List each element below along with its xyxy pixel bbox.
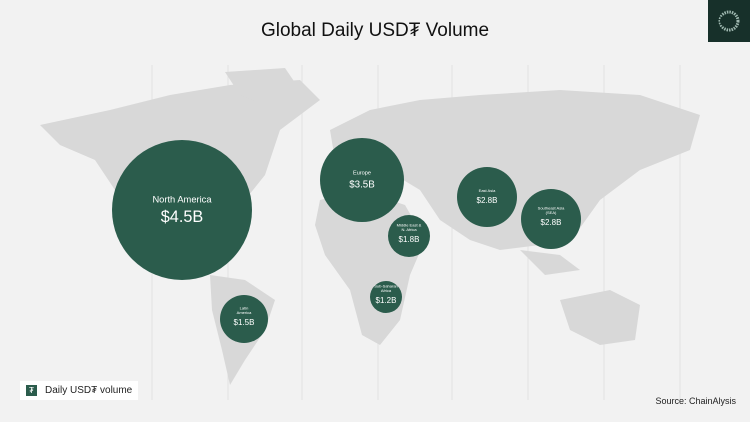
bubble-region-label: East Asia: [479, 188, 496, 193]
bubble-north-america: [112, 140, 252, 280]
bubble-value-label: $1.2B: [376, 296, 397, 305]
bubble-value-label: $2.8B: [541, 218, 562, 227]
bubble-latin-america: [220, 295, 268, 343]
bubble-middle-east-n-africa: [388, 215, 430, 257]
bubble-region-label: Middle East &: [397, 223, 422, 228]
legend-label: Daily USD₮ volume: [45, 385, 133, 396]
logo-icon: [718, 10, 740, 32]
bubble-value-label: $3.5B: [349, 179, 374, 190]
tether-icon: ₮: [26, 385, 37, 396]
chart-title: Global Daily USD₮ Volume: [260, 20, 490, 41]
bubble-region-label: N. Africa: [401, 227, 417, 232]
bubble-region-label: Southeast Asia: [538, 206, 565, 211]
legend: ₮ Daily USD₮ volume: [20, 381, 139, 400]
bubble-east-asia: [457, 167, 517, 227]
bubble-europe: [320, 138, 404, 222]
logo: [708, 0, 750, 42]
bubble-region-label: Latin: [240, 306, 249, 311]
bubble-region-label: North America: [152, 194, 212, 204]
bubbles: North America $4.5B Europe $3.5B East Asia $2…: [112, 138, 581, 343]
bubble-region-label: Sub-Saharan: [374, 284, 398, 289]
bubble-value-label: $1.5B: [234, 318, 255, 327]
bubble-value-label: $2.8B: [477, 196, 498, 205]
bubble-region-label: Africa: [381, 288, 392, 293]
bubble-value-label: $1.8B: [399, 235, 420, 244]
bubble-value-label: $4.5B: [161, 208, 204, 226]
bubble-sub-saharan-africa: [370, 281, 402, 313]
source-note: Source: ChainAlysis: [655, 396, 736, 406]
bubble-region-label: America: [237, 310, 252, 315]
bubble-region-label: Europe: [353, 171, 371, 177]
bubble-southeast-asia-sea-: [521, 189, 581, 249]
bubble-region-label: (SEA): [546, 210, 557, 215]
